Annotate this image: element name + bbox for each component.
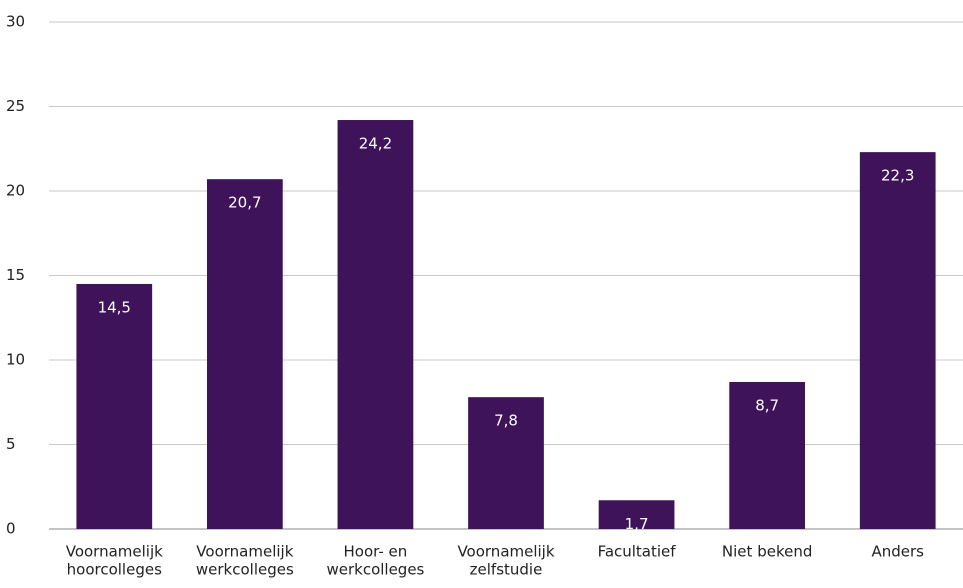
y-tick-label: 5 <box>6 435 16 453</box>
y-tick-label: 15 <box>6 266 25 284</box>
x-tick-label: werkcolleges <box>326 561 424 579</box>
value-label: 20,7 <box>228 194 261 212</box>
x-tick-label: zelfstudie <box>470 561 543 579</box>
y-tick-label: 10 <box>6 351 25 369</box>
x-tick-label: hoorcolleges <box>67 561 162 579</box>
value-label: 7,8 <box>494 412 518 430</box>
bar <box>337 120 414 530</box>
x-tick-label: Anders <box>871 543 924 561</box>
bar <box>206 179 283 530</box>
x-tick-label: Niet bekend <box>722 543 812 561</box>
y-tick-label: 30 <box>6 13 25 31</box>
value-label: 1,7 <box>625 515 649 533</box>
bar <box>468 397 544 529</box>
y-tick-label: 20 <box>6 182 25 200</box>
bar <box>598 500 675 529</box>
bar <box>859 152 936 529</box>
value-label: 24,2 <box>359 135 392 153</box>
x-tick-label: Hoor- en <box>344 543 408 561</box>
value-label: 8,7 <box>755 396 779 414</box>
value-label: 22,3 <box>881 167 914 185</box>
x-tick-label: Voornamelijk <box>457 543 554 561</box>
bar <box>76 283 153 529</box>
y-tick-label: 0 <box>6 520 16 538</box>
y-tick-label: 25 <box>6 97 25 115</box>
x-tick-label: Voornamelijk <box>196 543 293 561</box>
bar <box>729 381 806 529</box>
x-tick-label: Voornamelijk <box>66 543 163 561</box>
x-tick-label: Facultatief <box>598 543 677 561</box>
value-label: 14,5 <box>98 298 131 316</box>
x-tick-label: werkcolleges <box>196 561 294 579</box>
